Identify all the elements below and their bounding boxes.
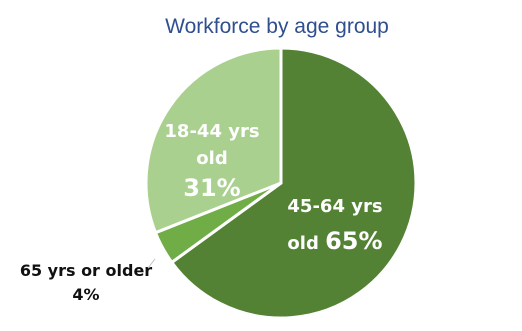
slice-label-65-plus-line-1: 65 yrs or older <box>20 261 152 280</box>
slice-label-45-64-line-2: old 65% <box>287 227 382 255</box>
slice-label-18-44-value: 31% <box>183 174 240 202</box>
pie-labels: 45-64 yrs old 65% 18-44 yrs old 31% 65 y… <box>20 121 383 304</box>
slice-label-45-64-line-1: 45-64 yrs <box>287 196 382 217</box>
slice-label-45-64-value: 65% <box>325 227 382 255</box>
slice-label-65-plus-line-2: 4% <box>72 285 99 304</box>
slice-leader-line-65-plus <box>147 258 156 269</box>
slice-label-18-44-line-1: 18-44 yrs <box>164 121 259 142</box>
pie-slice-18-44-yrs-old <box>144 46 283 235</box>
slice-label-45-64-prefix: old <box>287 233 325 254</box>
chart-title: Workforce by age group <box>165 15 389 38</box>
top-strip <box>0 0 522 4</box>
pie-slice-45-64-yrs-old <box>169 46 418 320</box>
slice-label-18-44-line-2: old <box>196 148 227 169</box>
pie-slices <box>144 46 418 320</box>
